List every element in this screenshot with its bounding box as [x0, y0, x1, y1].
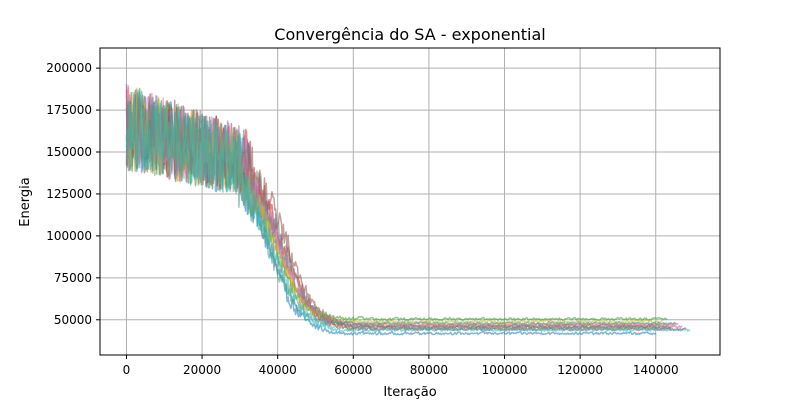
grid — [100, 48, 720, 355]
series-line — [125, 90, 678, 326]
x-axis-label: Iteração — [383, 385, 436, 400]
series-line — [125, 91, 661, 328]
y-tick-label: 50000 — [54, 313, 92, 327]
y-axis-label: Energia — [18, 177, 33, 226]
y-tick-label: 125000 — [46, 187, 92, 201]
y-tick-label: 150000 — [46, 145, 92, 159]
y-tick-label: 200000 — [46, 61, 92, 75]
y-tick-label: 100000 — [46, 229, 92, 243]
x-tick-label: 100000 — [482, 363, 528, 377]
series-line — [125, 91, 670, 331]
x-tick-label: 80000 — [410, 363, 448, 377]
x-tick-label: 40000 — [259, 363, 297, 377]
y-tick-label: 75000 — [54, 271, 92, 285]
x-tick-label: 140000 — [633, 363, 679, 377]
axes-frame — [99, 47, 721, 356]
x-tick-label: 0 — [123, 363, 131, 377]
y-tick-label: 175000 — [46, 103, 92, 117]
series-line — [125, 85, 679, 327]
ticks: 0 20000 40000 60000 80000 100000 120000 140000 5… — [46, 61, 678, 377]
series-group — [125, 84, 691, 336]
x-tick-label: 20000 — [183, 363, 221, 377]
chart-title: Convergência do SA - exponential — [274, 25, 545, 44]
x-tick-label: 60000 — [334, 363, 372, 377]
x-tick-label: 120000 — [557, 363, 603, 377]
